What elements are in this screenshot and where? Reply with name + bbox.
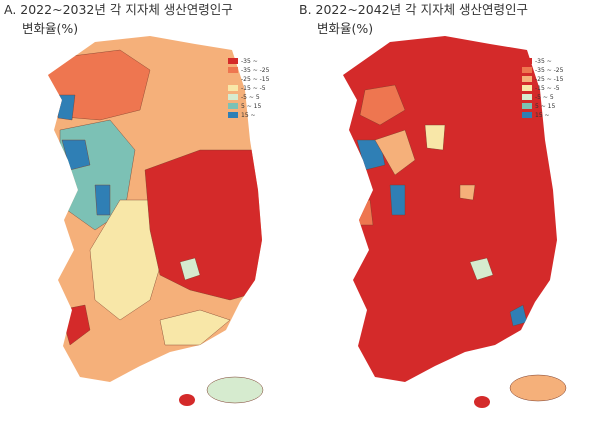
region: [469, 257, 494, 281]
legend-swatch: [228, 76, 238, 82]
region: [459, 184, 476, 201]
legend-swatch: [228, 94, 238, 100]
region: [424, 124, 446, 151]
jeju: [206, 376, 264, 404]
legend-swatch: [228, 85, 238, 91]
region: [144, 149, 262, 301]
legend-swatch: [522, 76, 532, 82]
legend-swatch: [522, 85, 532, 91]
jeju: [509, 374, 567, 402]
legend-label: -35 ~: [241, 58, 258, 65]
legend-label: 15 ~: [241, 112, 256, 119]
legend-swatch: [522, 67, 532, 73]
legend-swatch: [228, 103, 238, 109]
region: [48, 49, 151, 121]
island: [474, 396, 490, 408]
legend: -35 ~ -35 ~ -25 -25 ~ -15 -15 ~ -5 -5 ~ 5 5 ~…: [228, 58, 270, 119]
legend-swatch: [228, 58, 238, 64]
legend-label: 15 ~: [535, 112, 550, 119]
region: [374, 129, 416, 176]
region: [359, 84, 406, 126]
region: [389, 184, 406, 216]
panel-b: B. 2022~2042년 각 지자체 생산연령인구 변화율(%) -35 ~-…: [299, 2, 567, 408]
region: [179, 257, 201, 281]
legend-label: -35 ~ -25: [535, 67, 564, 74]
legend: -35 ~ -35 ~ -25 -25 ~ -15 -15 ~ -5 -5 ~ 5 5 ~…: [522, 58, 564, 119]
legend-label: -5 ~ 5: [535, 94, 554, 101]
legend-label: -25 ~ -15: [535, 76, 564, 83]
map: [343, 36, 557, 382]
legend-swatch: [228, 112, 238, 118]
region: [61, 139, 91, 171]
legend-label: -15 ~ -5: [241, 85, 266, 92]
panel-title: 변화율(%): [317, 21, 373, 36]
region: [354, 199, 374, 226]
region: [159, 309, 231, 346]
legend-label: -5 ~ 5: [241, 94, 260, 101]
legend-label: -25 ~ -15: [241, 76, 270, 83]
legend-swatch: [522, 103, 532, 109]
region: [94, 184, 111, 216]
island: [179, 394, 195, 406]
legend-label: -15 ~ -5: [535, 85, 560, 92]
panel-title: B. 2022~2042년 각 지자체 생산연령인구: [299, 2, 528, 17]
legend-label: -35 ~: [535, 58, 552, 65]
legend-label: 5 ~ 15: [535, 103, 555, 110]
legend-swatch: [522, 112, 532, 118]
map: [48, 36, 262, 382]
legend-label: -35 ~ -25: [241, 67, 270, 74]
panel-a: A. 2022~2032년 각 지자체 생산연령인구 변화율(%) -35 ~-…: [4, 2, 270, 406]
legend-swatch: [522, 94, 532, 100]
region: [57, 94, 76, 121]
legend-label: 5 ~ 15: [241, 103, 261, 110]
legend-swatch: [522, 58, 532, 64]
panel-title: A. 2022~2032년 각 지자체 생산연령인구: [4, 2, 233, 17]
legend-swatch: [228, 67, 238, 73]
panel-title: 변화율(%): [22, 21, 78, 36]
